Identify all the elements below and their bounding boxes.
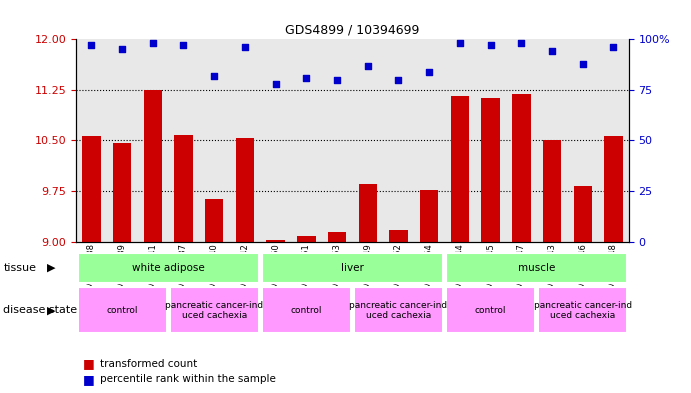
- Bar: [236, 138, 254, 242]
- Point: [270, 81, 281, 87]
- Bar: [538, 288, 627, 333]
- Text: control: control: [291, 306, 322, 315]
- Bar: [446, 288, 535, 333]
- Bar: [574, 186, 592, 242]
- Point: [393, 77, 404, 83]
- Text: transformed count: transformed count: [100, 358, 198, 369]
- Bar: [389, 230, 408, 242]
- Bar: [174, 135, 193, 242]
- Point: [455, 40, 466, 46]
- Text: control: control: [106, 306, 138, 315]
- Bar: [543, 140, 561, 242]
- Point: [608, 44, 619, 51]
- Title: GDS4899 / 10394699: GDS4899 / 10394699: [285, 24, 419, 37]
- Text: percentile rank within the sample: percentile rank within the sample: [100, 374, 276, 384]
- Point: [515, 40, 527, 46]
- Bar: [482, 98, 500, 242]
- Bar: [512, 94, 531, 242]
- Bar: [170, 288, 258, 333]
- Point: [332, 77, 343, 83]
- Point: [147, 40, 158, 46]
- Point: [301, 75, 312, 81]
- Text: liver: liver: [341, 263, 364, 273]
- Point: [178, 42, 189, 48]
- Point: [547, 48, 558, 55]
- Bar: [262, 253, 443, 283]
- Bar: [144, 90, 162, 242]
- Point: [117, 46, 128, 53]
- Text: muscle: muscle: [518, 263, 556, 273]
- Text: disease state: disease state: [3, 305, 77, 316]
- Text: pancreatic cancer-ind
uced cachexia: pancreatic cancer-ind uced cachexia: [350, 301, 448, 320]
- Bar: [604, 136, 623, 242]
- Bar: [451, 96, 469, 242]
- Text: ▶: ▶: [47, 263, 55, 273]
- Bar: [205, 199, 223, 242]
- Bar: [328, 232, 346, 242]
- Point: [239, 44, 250, 51]
- Text: tissue: tissue: [3, 263, 37, 273]
- Bar: [420, 191, 438, 242]
- Bar: [446, 253, 627, 283]
- Point: [577, 61, 588, 67]
- Text: ▶: ▶: [47, 305, 55, 316]
- Bar: [354, 288, 443, 333]
- Bar: [262, 288, 351, 333]
- Text: pancreatic cancer-ind
uced cachexia: pancreatic cancer-ind uced cachexia: [165, 301, 263, 320]
- Point: [86, 42, 97, 48]
- Bar: [113, 143, 131, 242]
- Bar: [82, 136, 101, 242]
- Point: [424, 68, 435, 75]
- Text: pancreatic cancer-ind
uced cachexia: pancreatic cancer-ind uced cachexia: [533, 301, 632, 320]
- Text: control: control: [475, 306, 507, 315]
- Text: ■: ■: [83, 373, 95, 386]
- Bar: [297, 236, 316, 242]
- Point: [362, 62, 373, 69]
- Point: [485, 42, 496, 48]
- Bar: [359, 184, 377, 242]
- Text: white adipose: white adipose: [132, 263, 205, 273]
- Text: ■: ■: [83, 357, 95, 370]
- Bar: [77, 288, 167, 333]
- Point: [209, 73, 220, 79]
- Bar: [77, 253, 258, 283]
- Bar: [267, 241, 285, 242]
